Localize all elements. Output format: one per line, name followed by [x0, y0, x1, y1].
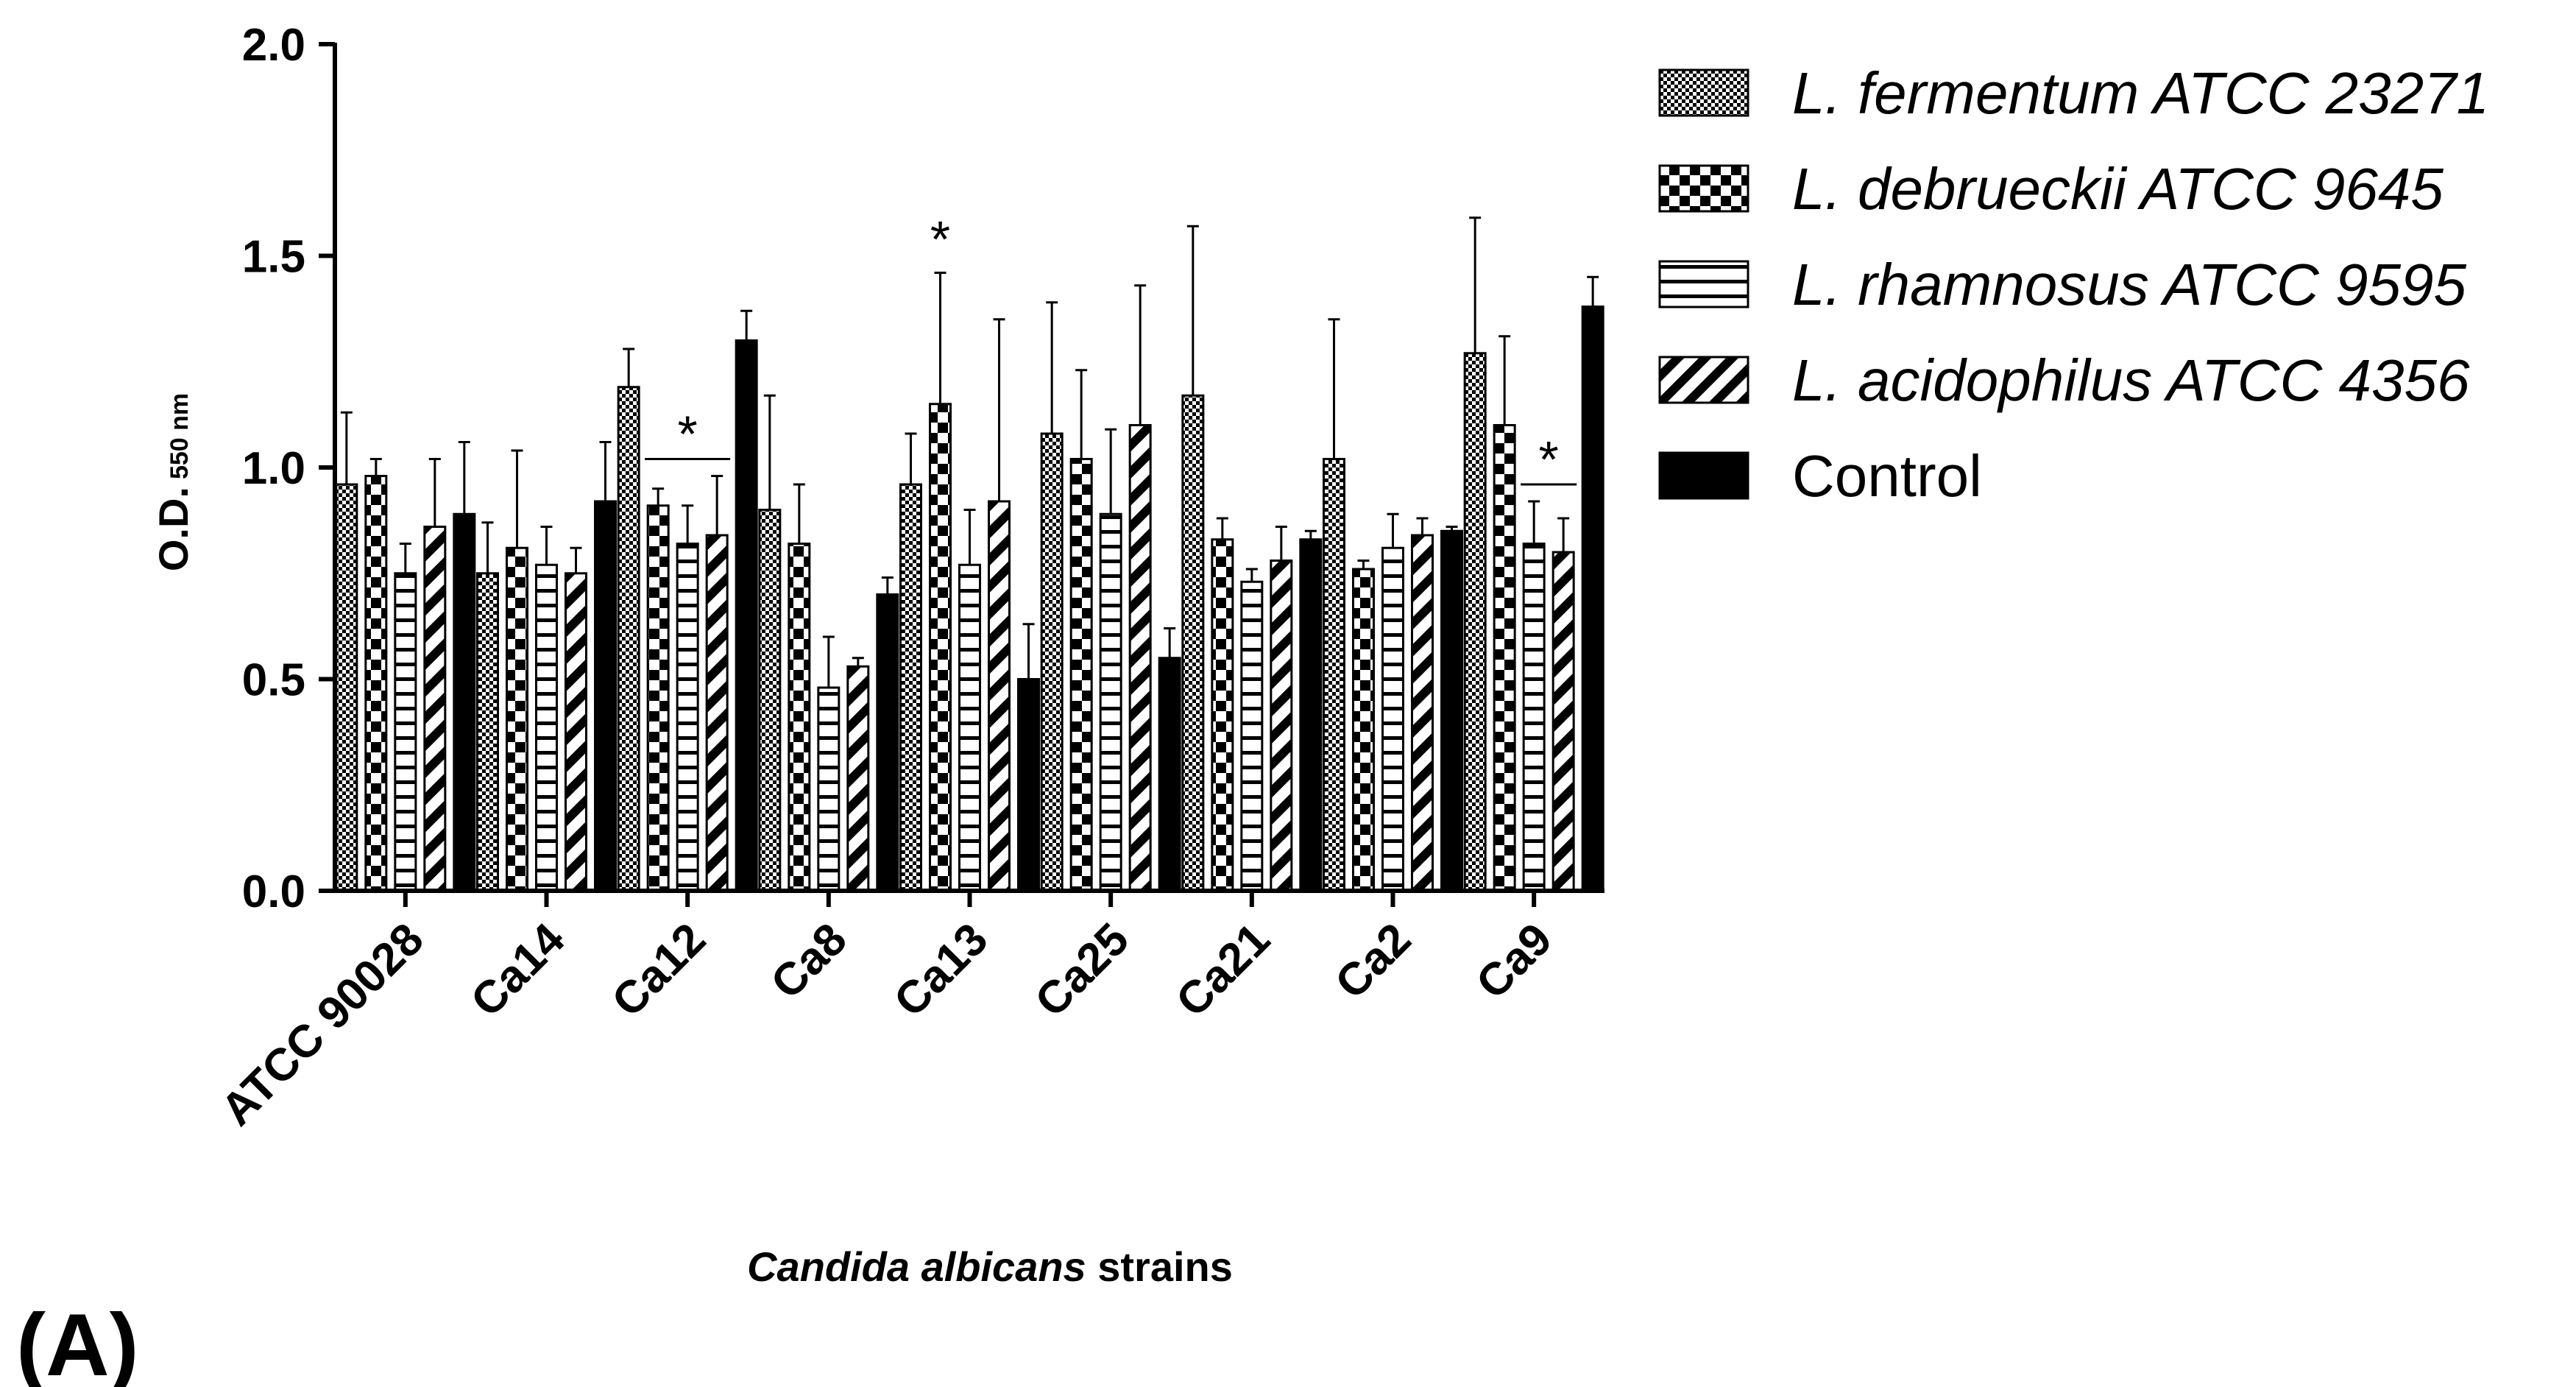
- legend-swatch-diagonal: [1658, 356, 1749, 404]
- x-tick-label: Ca14: [461, 914, 575, 1027]
- legend-swatch-horizontal-lines: [1658, 260, 1749, 308]
- bar-coarse-checker-atcc-90028: [364, 475, 388, 892]
- bar-diagonal-atcc-90028: [423, 526, 447, 892]
- bar-horizontal-lines-ca21: [1240, 580, 1264, 892]
- legend: L. fermentum ATCC 23271 L. debrueckii ATC…: [1658, 60, 2489, 509]
- bar-solid-ca13: [1017, 678, 1040, 892]
- significance-star: *: [930, 211, 950, 268]
- bar-horizontal-lines-ca13: [958, 563, 981, 892]
- x-tick-label: Ca2: [1326, 914, 1420, 1009]
- bar-solid-ca2: [1440, 529, 1463, 892]
- legend-swatch-solid: [1658, 451, 1749, 500]
- legend-label: L. fermentum ATCC 23271: [1792, 60, 2489, 126]
- bar-coarse-checker-ca8: [788, 543, 811, 892]
- bar-horizontal-lines-ca25: [1099, 512, 1122, 892]
- bar-coarse-checker-ca9: [1493, 424, 1516, 892]
- bar-fine-checker-ca8: [758, 509, 782, 892]
- x-tick-label: Ca12: [602, 914, 715, 1027]
- bar-fine-checker-ca12: [617, 386, 640, 892]
- significance-star: *: [1539, 431, 1559, 488]
- bar-fine-checker-ca13: [899, 483, 922, 892]
- significance-star: *: [678, 406, 698, 463]
- x-axis-label-italic: Candida albicans: [747, 1243, 1086, 1290]
- bar-solid-ca14: [594, 500, 617, 892]
- bar-horizontal-lines-ca8: [817, 686, 841, 892]
- bar-solid-ca12: [735, 339, 758, 892]
- bar-fine-checker-ca2: [1323, 458, 1345, 892]
- bar-solid-ca8: [876, 593, 899, 892]
- x-axis-label-rest: strains: [1086, 1243, 1233, 1290]
- y-axis-label: O.D. 550 nm: [150, 393, 197, 571]
- bar-horizontal-lines-ca14: [535, 563, 558, 892]
- y-tick-label: 1.0: [242, 443, 305, 494]
- bar-fine-checker-ca14: [476, 572, 499, 892]
- bar-diagonal-ca9: [1551, 551, 1575, 892]
- x-tick-label: Ca9: [1467, 914, 1562, 1009]
- legend-label: L. debrueckii ATCC 9645: [1792, 156, 2444, 222]
- bar-diagonal-ca13: [988, 500, 1011, 892]
- bar-coarse-checker-ca21: [1211, 538, 1234, 892]
- y-tick-label: 0.0: [242, 867, 305, 917]
- bar-fine-checker-ca25: [1040, 432, 1064, 892]
- bar-coarse-checker-ca25: [1069, 458, 1093, 892]
- x-tick-label: Ca13: [885, 914, 998, 1027]
- plot-area: 0.0 0.5 1.0 1.5 2.0 ATCC 90028 Ca14 Ca12 Ca8 Ca13…: [211, 20, 1604, 1136]
- bar-horizontal-lines-ca2: [1381, 546, 1404, 892]
- bar-fine-checker-ca9: [1463, 352, 1487, 892]
- legend-swatch-coarse-checker: [1658, 164, 1749, 213]
- y-axis-label-sub: 550 nm: [166, 393, 194, 479]
- x-tick-label: Ca21: [1167, 914, 1280, 1027]
- bar-coarse-checker-ca13: [929, 403, 952, 892]
- bar-solid-ca25: [1158, 657, 1181, 892]
- bar-diagonal-ca21: [1270, 560, 1293, 892]
- bar-solid-ca21: [1299, 538, 1323, 892]
- panel-label: (A): [16, 1296, 139, 1387]
- legend-label: Control: [1792, 443, 1982, 509]
- y-tick-label: 0.5: [242, 655, 305, 706]
- bar-diagonal-ca25: [1128, 424, 1152, 892]
- bar-diagonal-ca8: [846, 665, 870, 892]
- y-tick-label: 2.0: [242, 20, 305, 71]
- bar-solid-ca9: [1581, 306, 1604, 892]
- bar-coarse-checker-ca14: [506, 546, 528, 892]
- x-tick-label: Ca25: [1025, 914, 1139, 1027]
- y-tick-label: 1.5: [242, 232, 305, 283]
- bar-coarse-checker-ca2: [1352, 568, 1375, 892]
- bar-diagonal-ca12: [705, 534, 729, 892]
- bar-diagonal-ca14: [565, 572, 587, 892]
- bar-coarse-checker-ca12: [646, 504, 670, 892]
- bar-horizontal-lines-atcc-90028: [394, 572, 417, 892]
- legend-label: L. acidophilus ATCC 4356: [1792, 347, 2470, 413]
- x-axis-label: Candida albicans strains: [747, 1243, 1233, 1290]
- bar-fine-checker-atcc-90028: [335, 483, 358, 892]
- legend-swatch-fine-checker: [1658, 68, 1749, 117]
- legend-label: L. rhamnosus ATCC 9595: [1792, 252, 2466, 317]
- x-tick-label: ATCC 90028: [211, 914, 433, 1135]
- y-axis-label-main: O.D.: [150, 487, 197, 571]
- bar-fine-checker-ca21: [1181, 394, 1205, 892]
- bar-horizontal-lines-ca9: [1522, 543, 1546, 892]
- bar-diagonal-ca2: [1411, 534, 1434, 892]
- bar-horizontal-lines-ca12: [676, 543, 699, 892]
- bar-solid-atcc-90028: [453, 512, 476, 892]
- x-tick-label: Ca8: [762, 914, 857, 1009]
